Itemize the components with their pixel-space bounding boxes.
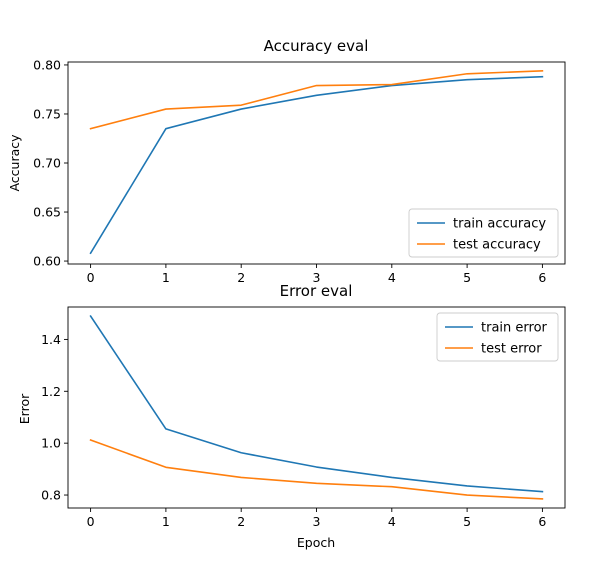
legend-box — [408, 208, 559, 258]
x-tick-label: 4 — [388, 270, 396, 285]
x-tick-label: 4 — [388, 514, 396, 529]
x-tick-label: 6 — [538, 514, 546, 529]
x-tick-label: 2 — [237, 514, 245, 529]
x-tick-label: 1 — [162, 270, 170, 285]
y-tick-label: 1.2 — [41, 384, 61, 399]
y-tick-label: 0.65 — [33, 205, 61, 220]
legend-label: train accuracy — [453, 217, 546, 232]
y-tick-label: 1.4 — [41, 332, 61, 347]
y-tick-label: 0.8 — [41, 488, 61, 503]
y-tick-label: 0.80 — [33, 57, 61, 72]
legend-label: train error — [481, 321, 548, 336]
y-axis-label: Error — [17, 393, 32, 424]
y-tick-label: 0.75 — [33, 106, 61, 121]
x-tick-label: 1 — [162, 514, 170, 529]
x-tick-label: 3 — [313, 514, 321, 529]
accuracy-chart: Accuracy eval Accuracy 0 1 2 3 4 5 6 0.60 0.65 0.… — [7, 37, 566, 285]
x-tick-label: 0 — [87, 514, 95, 529]
chart-title: Error eval — [280, 282, 353, 300]
error-chart: Error eval Error Epoch 0 1 2 3 4 5 6 0.8 1.0 1.2 1… — [17, 282, 566, 550]
x-tick-label: 3 — [313, 270, 321, 285]
x-tick-label: 6 — [538, 270, 546, 285]
x-tick-label: 5 — [463, 514, 471, 529]
x-tick-label: 2 — [237, 270, 245, 285]
x-tick-label: 0 — [87, 270, 95, 285]
legend-label: test error — [481, 342, 542, 357]
y-axis-label: Accuracy — [7, 134, 22, 192]
series-line-test-error — [89, 439, 544, 500]
y-tick-label: 0.70 — [33, 156, 61, 171]
legend-box — [436, 312, 559, 362]
series-line-train-error — [89, 314, 544, 493]
y-tick-label: 0.60 — [33, 254, 61, 269]
series-line-train-accuracy — [89, 75, 544, 255]
x-tick-label: 5 — [463, 270, 471, 285]
series-line-test-accuracy — [89, 69, 544, 130]
y-tick-label: 1.0 — [41, 436, 61, 451]
x-axis-label: Epoch — [297, 535, 335, 550]
chart-title: Accuracy eval — [264, 37, 369, 55]
legend-label: test accuracy — [453, 238, 541, 253]
